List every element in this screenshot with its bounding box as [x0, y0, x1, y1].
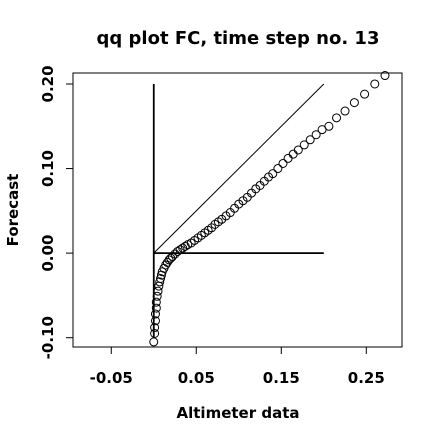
point [278, 158, 288, 168]
point [207, 223, 217, 233]
point [273, 164, 283, 174]
point [150, 316, 160, 326]
point [288, 149, 298, 159]
point [150, 328, 160, 338]
point [360, 89, 370, 99]
y-tick-label: -0.10 [39, 316, 57, 359]
point [349, 98, 359, 108]
point [155, 277, 165, 287]
y-tick-label: 0.00 [39, 235, 57, 272]
point [161, 260, 171, 270]
point [293, 145, 303, 155]
point [167, 252, 177, 262]
point [178, 243, 188, 253]
x-tick-label: 0.25 [348, 369, 385, 387]
point [324, 121, 334, 131]
chart-title: qq plot FC, time step no. 13 [97, 28, 380, 49]
point [150, 309, 160, 319]
point [380, 71, 390, 81]
point [340, 106, 350, 116]
point [149, 337, 159, 347]
point [151, 297, 161, 307]
point [175, 245, 185, 255]
point [283, 153, 293, 163]
x-tick-label: 0.15 [263, 369, 300, 387]
point [153, 286, 163, 296]
y-tick-label: 0.10 [39, 150, 57, 187]
point [299, 140, 309, 150]
point [173, 246, 183, 256]
point [164, 255, 174, 265]
point [332, 113, 342, 123]
plot-frame [72, 72, 403, 348]
y-tick-label: 0.20 [39, 65, 57, 102]
x-tick-label: -0.05 [90, 369, 133, 387]
x-tick-label: 0.05 [178, 369, 215, 387]
point [150, 323, 160, 333]
y-axis-label: Forecast [4, 174, 22, 247]
point [311, 130, 321, 140]
point [156, 274, 166, 283]
point [151, 303, 161, 313]
x-axis-label: Altimeter data [177, 404, 300, 422]
point [370, 79, 380, 89]
point [268, 169, 278, 179]
reference-line [153, 83, 325, 254]
point [152, 291, 162, 301]
point [305, 135, 315, 145]
